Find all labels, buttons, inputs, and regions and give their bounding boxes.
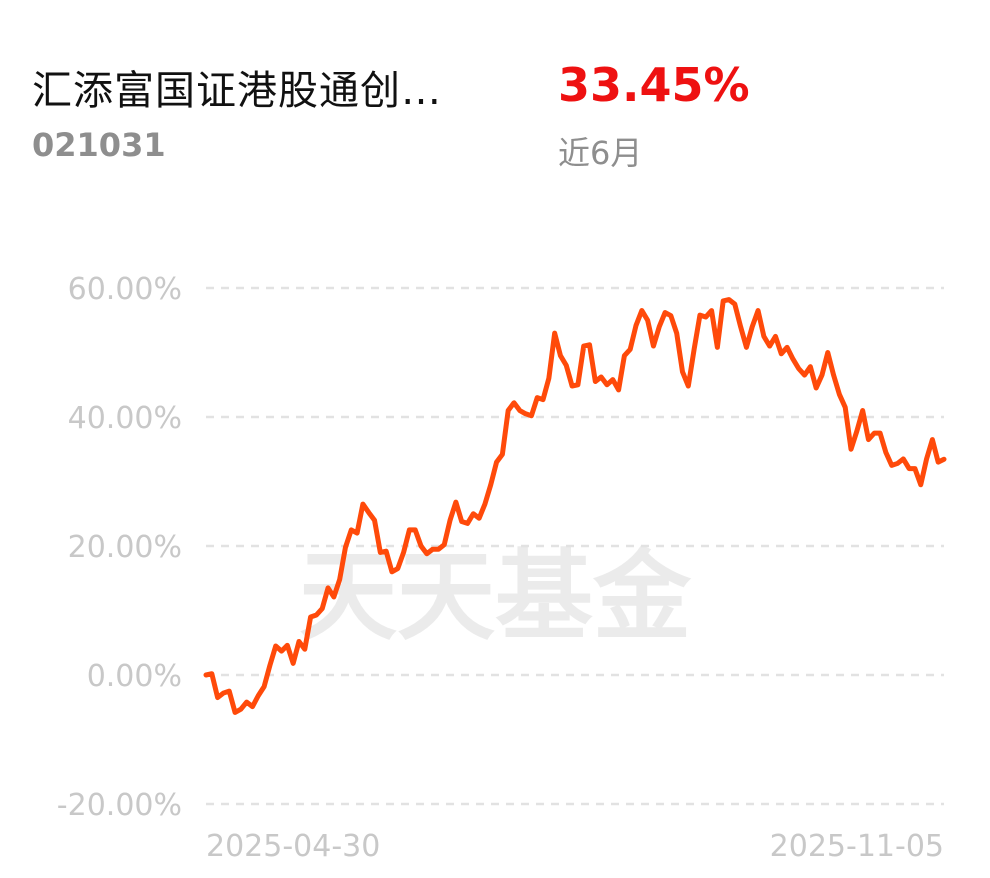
- x-tick-labels: 2025-04-30 2025-11-05: [206, 829, 944, 864]
- y-tick-label: 60.00%: [68, 272, 182, 307]
- return-value: 33.45%: [558, 58, 750, 112]
- fund-code: 021031: [32, 126, 166, 164]
- grid-layer: [206, 286, 944, 806]
- x-tick-label: 2025-04-30: [206, 829, 380, 864]
- y-tick-label: -20.00%: [57, 788, 182, 823]
- watermark: 天天基金: [299, 540, 692, 654]
- y-tick-label: 20.00%: [68, 530, 182, 565]
- y-tick-labels: 60.00% 40.00% 20.00% 0.00% -20.00%: [57, 272, 182, 823]
- fund-name: 汇添富国证港股通创…: [32, 68, 442, 114]
- series-line: [203, 297, 947, 715]
- y-tick-label: 40.00%: [68, 401, 182, 436]
- return-period: 近6月: [558, 134, 643, 172]
- y-tick-label: 0.00%: [87, 659, 182, 694]
- x-tick-label: 2025-11-05: [770, 829, 944, 864]
